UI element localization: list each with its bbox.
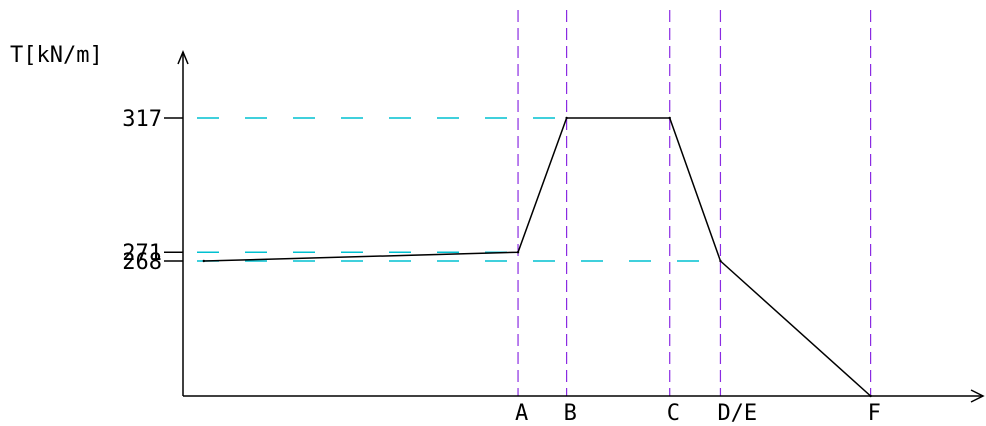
series-point-0-4 xyxy=(719,259,722,263)
x-axis-arrow xyxy=(970,389,985,403)
y-tick-label-1: 271 xyxy=(122,241,162,266)
marker-label-1: B xyxy=(564,401,577,426)
y-tick-label-0: 317 xyxy=(122,107,162,132)
marker-label-3: D/E xyxy=(717,401,757,426)
series-point-0-2 xyxy=(565,116,568,120)
marker-label-2: C xyxy=(667,401,680,426)
y-axis-title: T[kN/m] xyxy=(10,43,103,68)
series-point-0-5 xyxy=(869,394,872,398)
series-point-0-0 xyxy=(202,259,205,263)
y-tick-label-2: 268 xyxy=(122,250,162,275)
y-axis-arrow xyxy=(177,50,189,65)
series-point-0-3 xyxy=(668,116,671,120)
marker-label-4: F xyxy=(868,401,881,426)
curve-layer xyxy=(202,116,872,398)
series-line-0 xyxy=(203,117,872,397)
axes xyxy=(164,50,985,403)
marker-label-0: A xyxy=(515,401,528,426)
vertical-guides xyxy=(517,10,872,396)
series-point-0-1 xyxy=(516,251,520,254)
horizontal-guides xyxy=(197,117,721,262)
